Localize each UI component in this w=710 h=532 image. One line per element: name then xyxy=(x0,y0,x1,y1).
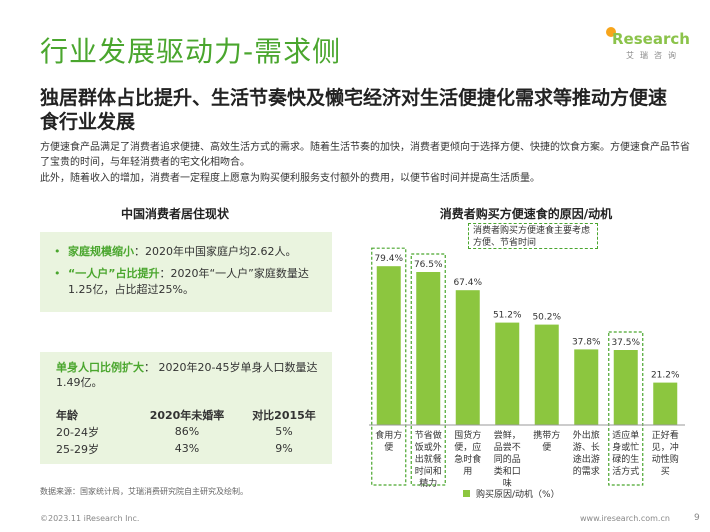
category-label: 便 xyxy=(542,441,551,453)
category-label: 急时食 xyxy=(454,453,481,465)
bullet-dot-icon: • xyxy=(54,267,61,280)
single-highlight: 单身人口比例扩大 xyxy=(56,361,144,374)
page-number: 9 xyxy=(694,513,700,523)
bullet-highlight: “一人户”占比提升 xyxy=(68,267,160,280)
bar xyxy=(455,290,480,425)
bullet-single-household: • “一人户”占比提升：2020年“一人户”家庭数量达1.25亿，占比超过25%… xyxy=(54,266,322,298)
category-label: 游、长 xyxy=(573,441,600,453)
category-label: 买 xyxy=(661,466,670,477)
table-header-cell: 对比2015年 xyxy=(252,408,316,422)
bar xyxy=(534,324,559,425)
bar-value-label: 37.8% xyxy=(572,337,601,347)
table-cell: 43% xyxy=(174,442,200,455)
reasons-bar-chart: 79.4%食用方便76.5%节省做饭或外出就餐时间和精力67.4%囤货方便，应急… xyxy=(369,247,685,500)
category-label: 途出游 xyxy=(573,453,600,465)
category-label: 外出旅 xyxy=(573,429,600,441)
table-cell: 9% xyxy=(275,442,293,455)
category-label: 同的品 xyxy=(494,453,521,465)
bar-value-label: 67.4% xyxy=(453,278,482,288)
left-panel-heading: 中国消费者居住现状 xyxy=(120,207,229,221)
category-label: 尝鲜， xyxy=(494,429,521,441)
bar xyxy=(653,382,678,425)
category-label: 类和口 xyxy=(494,465,521,477)
category-label: 见，冲 xyxy=(652,441,679,453)
bullet-text: ：2020年“一人户”家庭数量达1.25亿，占比超过25%。 xyxy=(68,267,309,296)
paragraph-2: 此外，随着收入的增加，消费者一定程度上愿意为购买便利服务支付额外的费用，以便节省… xyxy=(40,173,540,184)
copyright: ©2023.11 iResearch Inc. xyxy=(40,514,140,523)
table-cell: 86% xyxy=(174,425,200,438)
category-label: 节省做 xyxy=(415,429,442,441)
table-cell: 25-29岁 xyxy=(56,442,99,456)
category-label: 身或忙 xyxy=(612,441,639,453)
table-cell: 20-24岁 xyxy=(56,425,99,439)
category-label: 精力 xyxy=(419,477,437,489)
category-label: 饭或外 xyxy=(415,441,442,453)
highlight-frame xyxy=(608,331,644,486)
category-label: 囤货方 xyxy=(454,429,481,441)
highlight-frame xyxy=(371,247,407,486)
living-status-box: • 家庭规模缩小：2020年中国家庭户均2.62人。 • “一人户”占比提升：2… xyxy=(40,232,332,312)
category-label: 用 xyxy=(463,466,472,477)
page-subtitle: 独居群体占比提升、生活节奏快及懒宅经济对生活便捷化需求等推动方便速食行业发展 xyxy=(40,87,668,133)
table-header-row: 年龄 2020年未婚率 对比2015年 xyxy=(56,406,326,423)
table-header-cell: 2020年未婚率 xyxy=(149,408,225,422)
chart-title: 消费者购买方便速食的原因/动机 xyxy=(439,207,613,221)
chart-annotation: 消费者购买方便速食主要考虑方便、节省时间 xyxy=(468,223,598,249)
logo-wordmark: Research xyxy=(612,30,690,48)
unmarried-rate-table: 年龄 2020年未婚率 对比2015年 20-24岁 86% 5% 25-29岁… xyxy=(56,406,326,457)
bullet-dot-icon: • xyxy=(54,245,61,258)
bar-value-label: 37.5% xyxy=(611,338,640,348)
bar-value-label: 79.4% xyxy=(374,254,403,264)
table-row: 20-24岁 86% 5% xyxy=(56,423,326,440)
data-source: 数据来源：国家统计局，艾瑞消费研究院自主研究及绘制。 xyxy=(40,487,248,496)
bullet-text: ：2020年中国家庭户均2.62人。 xyxy=(134,245,297,258)
category-label: 品尝不 xyxy=(494,441,521,453)
website: www.iresearch.com.cn xyxy=(580,514,670,523)
bar-value-label: 76.5% xyxy=(414,260,443,270)
table-cell: 5% xyxy=(275,425,293,438)
bar xyxy=(416,272,441,425)
logo-subtitle: 艾瑞咨询 xyxy=(626,51,682,60)
category-label: 味 xyxy=(503,477,512,489)
bar xyxy=(495,322,520,425)
category-label: 的需求 xyxy=(573,465,600,477)
category-label: 碌的生 xyxy=(612,453,639,465)
table-header-cell: 年龄 xyxy=(56,408,78,422)
logo-dot-icon xyxy=(606,27,616,37)
category-label: 时间和 xyxy=(415,465,442,477)
bullet-household-size: • 家庭规模缩小：2020年中国家庭户均2.62人。 xyxy=(54,244,322,260)
category-label: 动性购 xyxy=(652,453,679,465)
category-label: 便，应 xyxy=(454,441,481,453)
category-label: 活方式 xyxy=(612,465,639,477)
bar xyxy=(376,266,401,425)
single-text: ： 2020年20-45岁单身人口数量达1.49亿。 xyxy=(56,361,318,389)
page-title: 行业发展驱动力-需求侧 xyxy=(40,35,342,68)
single-population-text: 单身人口比例扩大： 2020年20-45岁单身人口数量达1.49亿。 xyxy=(56,360,322,390)
table-row: 25-29岁 43% 9% xyxy=(56,440,326,457)
iresearch-logo: Research 艾瑞咨询 xyxy=(604,22,690,66)
category-label: 适应单 xyxy=(612,429,639,441)
category-label: 正好看 xyxy=(652,429,679,441)
paragraph-1: 方便速食产品满足了消费者追求便捷、高效生活方式的需求。随着生活节奏的加快，消费者… xyxy=(40,142,690,168)
bar-value-label: 50.2% xyxy=(532,313,561,323)
highlight-frame xyxy=(410,253,446,486)
category-label: 食用方 xyxy=(375,429,402,441)
bullet-highlight: 家庭规模缩小 xyxy=(68,245,134,258)
legend-label: 购买原因/动机（%） xyxy=(476,488,560,500)
bar-value-label: 51.2% xyxy=(493,311,522,321)
legend-swatch xyxy=(463,490,470,497)
bar-value-label: 21.2% xyxy=(651,371,680,381)
category-label: 便 xyxy=(384,441,393,453)
bar xyxy=(613,350,638,425)
category-label: 携带方 xyxy=(533,429,560,441)
bar xyxy=(574,349,599,425)
category-label: 出就餐 xyxy=(415,453,442,465)
single-population-box: 单身人口比例扩大： 2020年20-45岁单身人口数量达1.49亿。 年龄 20… xyxy=(40,352,332,464)
